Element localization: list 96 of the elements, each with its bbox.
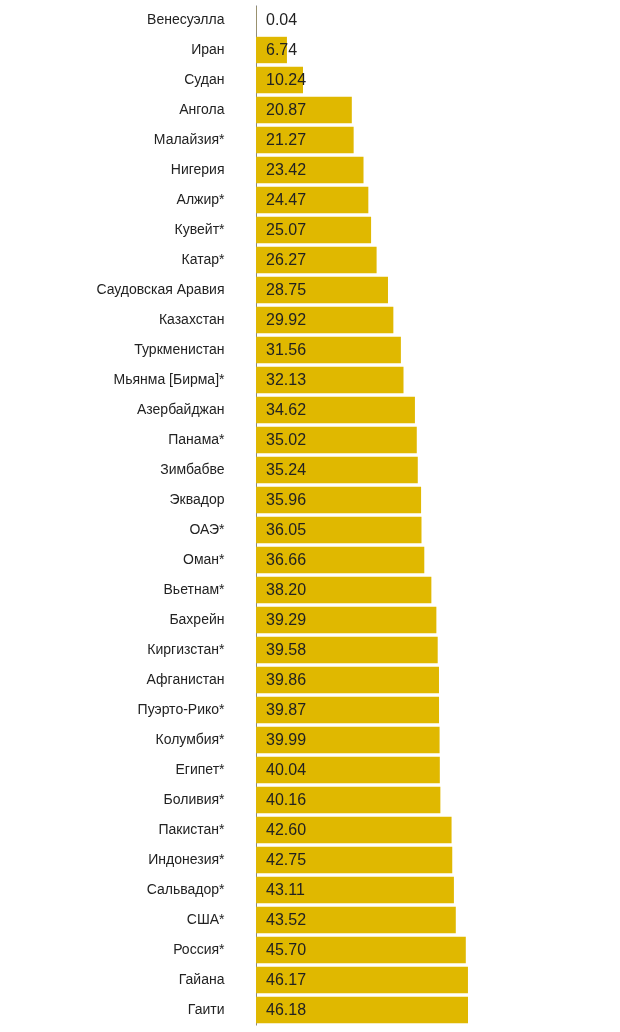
bar <box>256 306 394 334</box>
data-label: 32.13 <box>266 371 307 388</box>
bar <box>256 216 372 244</box>
data-label: 43.52 <box>266 911 307 928</box>
y-tick-label: Венесуэлла <box>147 11 225 27</box>
y-tick-label: Саудовская Аравия <box>96 281 225 297</box>
y-tick-label: Египет* <box>175 761 226 777</box>
y-tick-label: Боливия* <box>163 791 226 807</box>
bar <box>256 366 404 394</box>
y-tick-label: Гаити <box>187 1001 225 1017</box>
y-tick-label: Судан <box>184 71 225 87</box>
bar <box>256 426 417 454</box>
bar <box>256 756 440 784</box>
y-tick-label: Казахстан <box>158 311 225 327</box>
data-label: 45.70 <box>266 941 307 958</box>
bar <box>256 396 415 424</box>
y-tick-label: Оман* <box>183 551 226 567</box>
data-label: 0.04 <box>266 11 298 28</box>
bar <box>256 336 401 364</box>
data-label: 26.27 <box>266 251 307 268</box>
bar <box>256 666 439 694</box>
bar <box>256 876 454 904</box>
data-label: 40.04 <box>266 761 307 778</box>
y-tick-label: Бахрейн <box>169 611 225 627</box>
bar <box>256 456 418 484</box>
bar <box>256 606 437 634</box>
data-label: 46.18 <box>266 1001 307 1018</box>
data-label: 25.07 <box>266 221 307 238</box>
bar <box>256 246 377 274</box>
data-label: 29.92 <box>266 311 307 328</box>
y-tick-label: ОАЭ* <box>189 521 226 537</box>
y-tick-label: Зимбабве <box>160 461 225 477</box>
bar <box>256 186 369 214</box>
data-label: 43.11 <box>266 881 305 898</box>
y-tick-label: Вьетнам* <box>163 581 226 597</box>
bar <box>256 936 466 964</box>
y-tick-label: США* <box>186 911 226 927</box>
data-label: 39.29 <box>266 611 307 628</box>
y-tick-label: Индонезия* <box>148 851 226 867</box>
data-label: 42.75 <box>266 851 307 868</box>
data-label: 46.17 <box>266 971 307 988</box>
y-tick-label: Мьянма [Бирма]* <box>113 371 226 387</box>
data-label: 34.62 <box>266 401 307 418</box>
data-label: 35.96 <box>266 491 307 508</box>
y-tick-label: Сальвадор* <box>146 881 226 897</box>
y-tick-label: Катар* <box>181 251 226 267</box>
bar <box>256 996 468 1024</box>
data-label: 35.24 <box>266 461 307 478</box>
y-tick-label: Киргизстан* <box>147 641 226 657</box>
bar <box>256 636 438 664</box>
y-tick-label: Афганистан <box>146 671 225 687</box>
data-label: 20.87 <box>266 101 307 118</box>
y-tick-label: Панама* <box>168 431 226 447</box>
y-tick-label: Ангола <box>179 101 225 117</box>
data-label: 36.05 <box>266 521 307 538</box>
bar <box>256 726 440 754</box>
data-label: 42.60 <box>266 821 307 838</box>
bar <box>256 846 453 874</box>
y-tick-label: Эквадор <box>169 491 225 507</box>
bar <box>256 576 432 604</box>
data-label: 36.66 <box>266 551 307 568</box>
y-tick-label: Пакистан* <box>158 821 226 837</box>
data-label: 28.75 <box>266 281 307 298</box>
bar <box>256 126 354 154</box>
y-tick-label: Пуэрто-Рико* <box>137 701 226 717</box>
bar <box>256 696 440 724</box>
y-tick-label: Россия* <box>173 941 226 957</box>
bar <box>256 546 425 574</box>
y-tick-label: Туркменистан <box>134 341 225 357</box>
bar <box>256 486 422 514</box>
y-tick-label: Алжир* <box>176 191 226 207</box>
bar <box>256 516 422 544</box>
y-tick-label: Иран <box>191 41 225 57</box>
y-tick-label: Азербайджан <box>136 401 225 417</box>
data-label: 35.02 <box>266 431 307 448</box>
y-tick-label: Нигерия <box>170 161 225 177</box>
y-tick-label: Кувейт* <box>174 221 226 237</box>
data-label: 31.56 <box>266 341 307 358</box>
data-label: 39.58 <box>266 641 307 658</box>
y-tick-label: Гайана <box>178 971 225 987</box>
bar <box>256 816 452 844</box>
data-label: 39.99 <box>266 731 307 748</box>
y-tick-label: Колумбия* <box>155 731 226 747</box>
data-label: 21.27 <box>266 131 307 148</box>
data-label: 24.47 <box>266 191 307 208</box>
bar <box>256 786 441 814</box>
bar <box>256 966 468 994</box>
data-label: 39.86 <box>266 671 307 688</box>
bar <box>256 156 364 184</box>
y-tick-label: Малайзия* <box>153 131 226 147</box>
bar <box>256 276 388 304</box>
bar <box>256 906 456 934</box>
data-label: 23.42 <box>266 161 307 178</box>
data-label: 38.20 <box>266 581 307 598</box>
data-label: 40.16 <box>266 791 307 808</box>
data-label: 39.87 <box>266 701 307 718</box>
